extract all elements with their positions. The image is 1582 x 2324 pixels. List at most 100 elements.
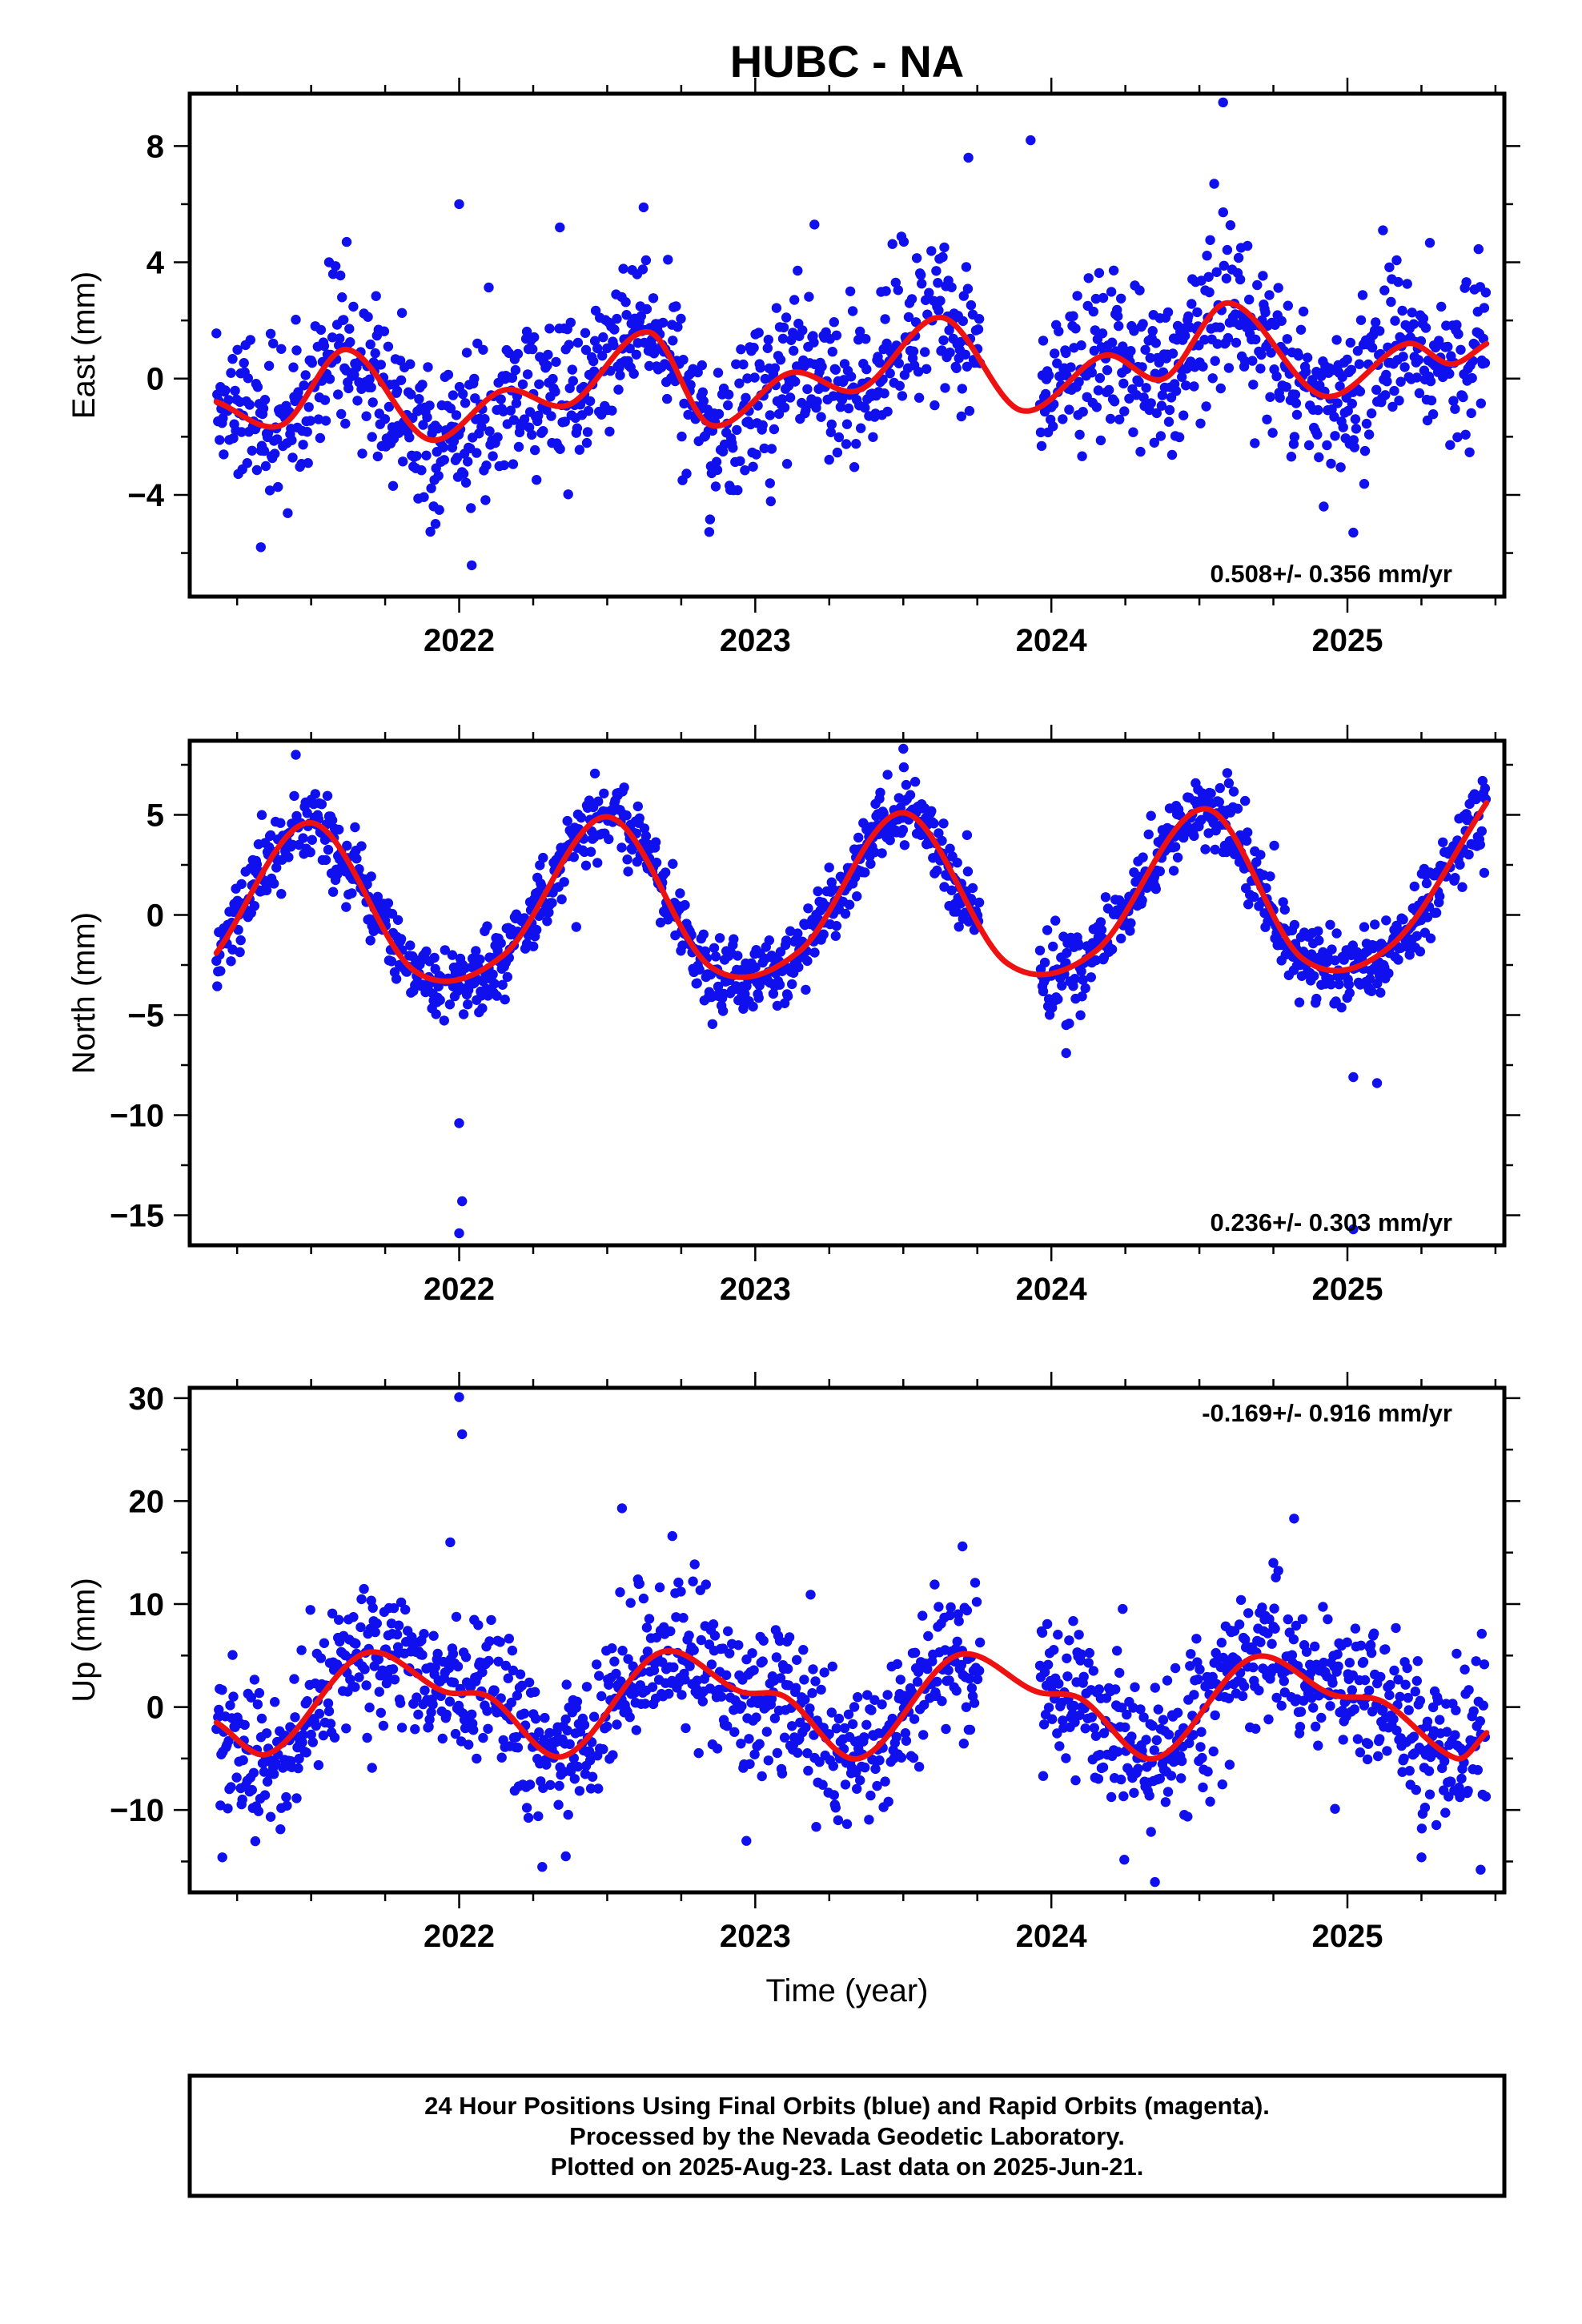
- data-point: [1450, 873, 1460, 883]
- data-point: [1375, 1671, 1386, 1683]
- data-point: [213, 1712, 223, 1723]
- data-point: [298, 440, 308, 450]
- data-point: [1263, 1714, 1274, 1725]
- data-point: [1332, 398, 1343, 408]
- data-point: [316, 799, 327, 810]
- data-point: [1138, 1712, 1149, 1723]
- data-point: [733, 1640, 744, 1651]
- data-point: [895, 1675, 906, 1685]
- data-point: [974, 1637, 986, 1648]
- data-point: [276, 889, 287, 899]
- data-point: [1257, 1602, 1267, 1613]
- data-point: [1264, 1614, 1275, 1625]
- data-point: [609, 1656, 620, 1667]
- data-point: [307, 1737, 318, 1747]
- data-point: [1407, 308, 1417, 318]
- data-point: [816, 1684, 826, 1695]
- data-point: [335, 333, 345, 344]
- data-point: [1349, 1704, 1360, 1715]
- data-point: [865, 858, 876, 869]
- data-point: [937, 1696, 947, 1707]
- data-point: [1094, 267, 1105, 279]
- data-point-outlier: [1348, 527, 1359, 538]
- data-point: [1380, 390, 1391, 400]
- data-point: [1415, 1695, 1426, 1706]
- data-point: [463, 456, 473, 467]
- data-point: [484, 1655, 494, 1667]
- data-point: [602, 1721, 612, 1732]
- data-point: [584, 1746, 595, 1756]
- data-point: [584, 396, 596, 407]
- data-point: [1116, 293, 1126, 304]
- data-point: [954, 922, 964, 932]
- data-point: [651, 857, 662, 868]
- data-point: [532, 924, 542, 935]
- data-point: [938, 335, 949, 346]
- data-point: [1250, 438, 1260, 448]
- data-point: [958, 291, 970, 301]
- y-tick-label: −5: [127, 999, 164, 1034]
- data-point: [1066, 362, 1076, 372]
- footer-line-2: Processed by the Nevada Geodetic Laborat…: [569, 2122, 1125, 2150]
- data-point: [496, 394, 506, 404]
- data-point: [1153, 1704, 1164, 1715]
- data-point: [1273, 1566, 1283, 1576]
- data-point: [782, 991, 793, 1002]
- data-point: [477, 1667, 488, 1678]
- data-point: [258, 403, 269, 414]
- data-point: [678, 1613, 689, 1623]
- data-point: [1158, 1715, 1169, 1725]
- data-point: [1061, 1753, 1071, 1763]
- data-point-outlier: [1289, 1514, 1299, 1524]
- data-point: [906, 294, 917, 304]
- data-point: [351, 1638, 361, 1649]
- data-point: [1416, 1823, 1427, 1834]
- data-point: [1118, 1603, 1128, 1614]
- data-point: [476, 421, 487, 432]
- data-point-outlier: [1218, 97, 1228, 108]
- data-point: [1413, 355, 1424, 365]
- y-tick-label: 10: [129, 1587, 165, 1622]
- data-point: [640, 830, 652, 842]
- data-point: [740, 465, 750, 476]
- data-point: [1372, 978, 1383, 989]
- data-point: [318, 1730, 329, 1741]
- data-point: [955, 336, 966, 348]
- data-point: [433, 470, 444, 481]
- data-point: [1166, 449, 1178, 460]
- data-point: [929, 818, 939, 829]
- data-point: [809, 947, 820, 958]
- data-point: [1359, 479, 1370, 489]
- data-point: [1393, 955, 1403, 965]
- data-point: [662, 393, 673, 404]
- data-point: [1409, 881, 1420, 892]
- data-point: [334, 1614, 344, 1625]
- data-point: [1188, 1730, 1199, 1740]
- data-point: [618, 263, 628, 274]
- data-point: [1197, 1752, 1207, 1763]
- data-point: [265, 830, 276, 841]
- data-point: [521, 326, 532, 337]
- data-point: [1196, 275, 1207, 286]
- data-point: [291, 1793, 302, 1803]
- data-point: [1332, 1649, 1343, 1659]
- data-point: [737, 1701, 747, 1711]
- data-point: [1411, 1675, 1423, 1687]
- data-point: [1094, 1684, 1105, 1695]
- data-point: [909, 777, 921, 787]
- data-point: [293, 1763, 303, 1774]
- data-point: [801, 1722, 811, 1733]
- data-point: [584, 1755, 596, 1766]
- data-point: [1106, 337, 1118, 348]
- data-point: [1411, 931, 1423, 942]
- data-point: [463, 999, 473, 1010]
- data-point: [906, 1687, 917, 1697]
- data-point: [1050, 915, 1061, 926]
- north-trend-line: [213, 800, 1490, 984]
- data-point-outlier: [1268, 1558, 1279, 1568]
- data-point: [793, 1747, 803, 1758]
- data-point: [1249, 891, 1259, 903]
- data-point: [357, 448, 367, 459]
- data-point: [1119, 1855, 1130, 1865]
- data-point: [512, 1743, 524, 1753]
